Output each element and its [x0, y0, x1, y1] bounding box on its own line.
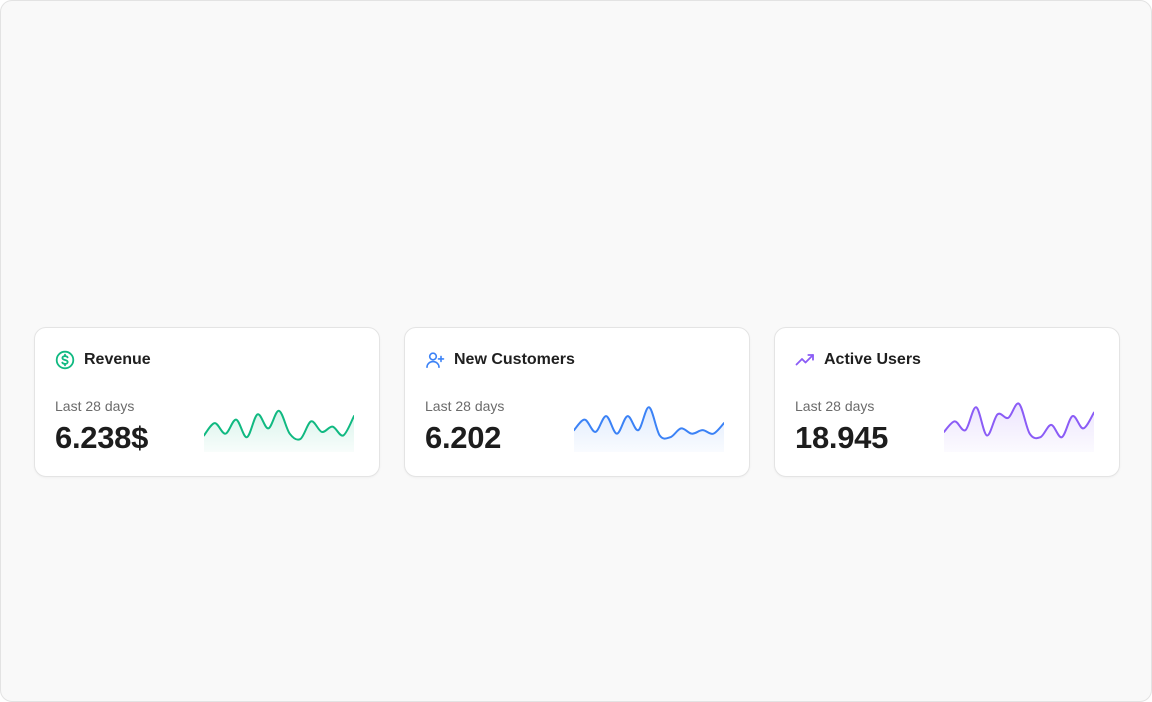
card-header: Revenue	[55, 350, 151, 370]
sparkline-chart	[944, 402, 1094, 452]
sparkline-area	[574, 407, 724, 452]
trending-up-icon	[795, 350, 815, 370]
sparkline-chart	[204, 409, 354, 452]
kpi-card-row: Revenue Last 28 days 6.238$ New Customer…	[34, 327, 1120, 477]
sparkline-area	[204, 410, 354, 452]
metric-value: 18.945	[795, 420, 889, 455]
card-title: Active Users	[824, 351, 921, 368]
user-plus-icon	[425, 350, 445, 370]
sparkline-chart	[574, 406, 724, 452]
card-title: Revenue	[84, 351, 151, 368]
revenue-card: Revenue Last 28 days 6.238$	[34, 327, 380, 477]
dollar-circle-icon	[55, 350, 75, 370]
active-users-card: Active Users Last 28 days 18.945	[774, 327, 1120, 477]
sparkline-line	[204, 409, 354, 441]
sparkline-line	[574, 406, 724, 440]
card-header: New Customers	[425, 350, 575, 370]
metric-value: 6.238$	[55, 420, 149, 455]
period-label: Last 28 days	[795, 398, 875, 414]
period-label: Last 28 days	[425, 398, 505, 414]
sparkline-line	[944, 402, 1094, 440]
card-title: New Customers	[454, 351, 575, 368]
card-header: Active Users	[795, 350, 921, 370]
metric-value: 6.202	[425, 420, 502, 455]
new-customers-card: New Customers Last 28 days 6.202	[404, 327, 750, 477]
period-label: Last 28 days	[55, 398, 135, 414]
sparkline-area	[944, 403, 1094, 452]
